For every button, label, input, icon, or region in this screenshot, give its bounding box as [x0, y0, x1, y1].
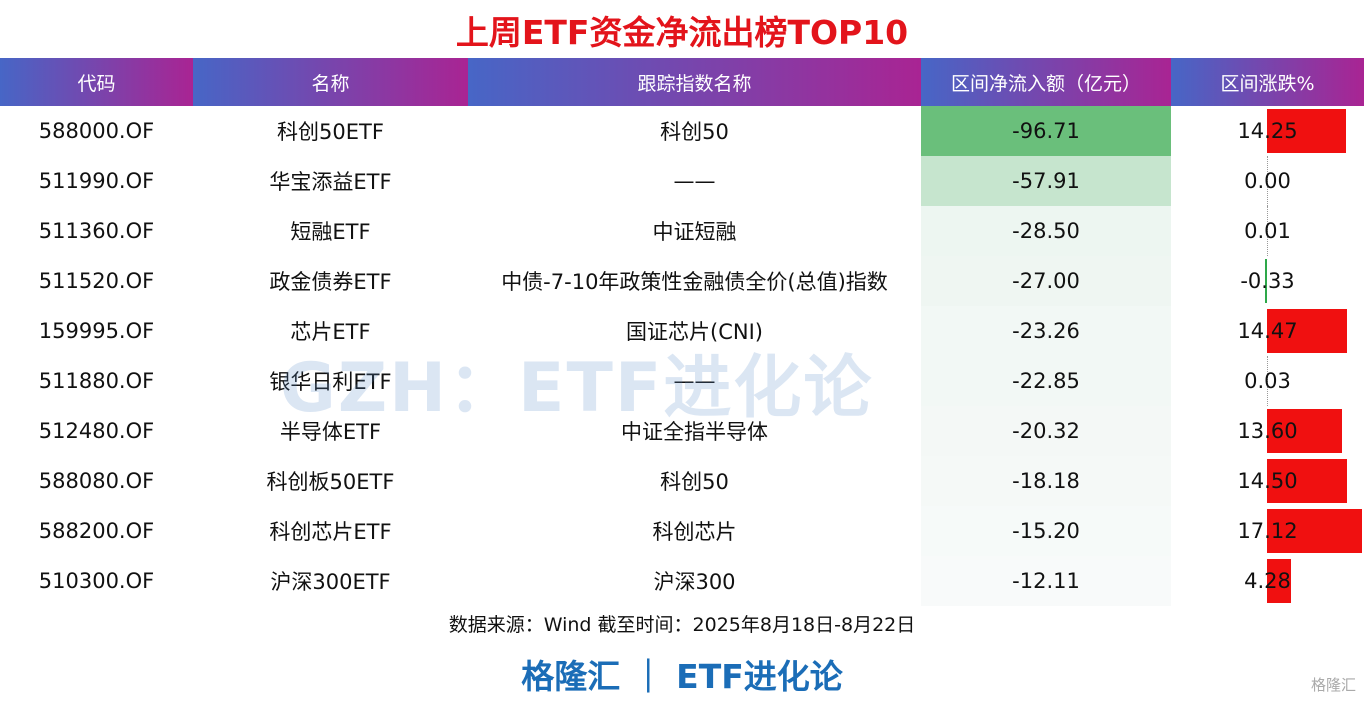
header-cell: 代码: [0, 58, 193, 106]
table-cell: 半导体ETF: [279, 420, 382, 444]
table-cell: -96.71: [1012, 119, 1080, 143]
table-cell: 政金债券ETF: [269, 270, 392, 294]
table-cell: 银华日利ETF: [269, 370, 392, 394]
table-cell: 510300.OF: [38, 569, 155, 593]
table-cell: 沪深300ETF: [270, 570, 391, 594]
table-cell: 511360.OF: [38, 219, 155, 243]
table-cell: ——: [673, 369, 716, 393]
table-cell: 14.25: [1237, 119, 1298, 143]
flow-shade: [921, 556, 1171, 606]
table-cell: 国证芯片(CNI): [626, 320, 763, 344]
table-cell: 588200.OF: [38, 519, 155, 543]
table-cell: 沪深300: [653, 570, 736, 594]
table-cell: 科创50ETF: [277, 120, 384, 144]
axis-line: [1267, 206, 1268, 256]
table-cell: -22.85: [1012, 369, 1080, 393]
flow-shade: [921, 506, 1171, 556]
table-cell: 13.60: [1237, 419, 1298, 443]
flow-shade: [921, 456, 1171, 506]
change-bar: [1267, 559, 1291, 603]
table-cell: 科创板50ETF: [266, 470, 395, 494]
table-cell: -20.32: [1012, 419, 1080, 443]
change-bar: [1267, 109, 1347, 153]
axis-line: [1267, 156, 1268, 206]
corner-logo: 格隆汇: [1310, 676, 1356, 694]
change-bar: [1267, 409, 1343, 453]
table-cell: 159995.OF: [38, 319, 155, 343]
table-cell: -0.33: [1240, 269, 1295, 293]
table-cell: 科创50: [660, 470, 729, 494]
change-bar: [1267, 509, 1363, 553]
title: 上周ETF资金净流出榜TOP10: [455, 13, 909, 52]
header-cell: 名称: [193, 58, 468, 106]
table-cell: 588000.OF: [38, 119, 155, 143]
change-bar: [1267, 459, 1348, 503]
header-cell: 区间净流入额（亿元）: [921, 58, 1171, 106]
change-bar: [1267, 309, 1348, 353]
table-cell: -27.00: [1012, 269, 1080, 293]
table-cell: -28.50: [1012, 219, 1080, 243]
table-cell: 588080.OF: [38, 469, 155, 493]
table-cell: 中债-7-10年政策性金融债全价(总值)指数: [501, 270, 888, 294]
table-cell: 14.50: [1237, 469, 1298, 493]
table-cell: 中证全指半导体: [621, 420, 768, 444]
flow-shade: [921, 106, 1171, 156]
footer: 格隆汇 ｜ ETF进化论: [521, 657, 843, 696]
table-cell: 科创芯片ETF: [269, 520, 392, 544]
header-cell: 跟踪指数名称: [468, 58, 921, 106]
flow-shade: [921, 256, 1171, 306]
table-cell: 短融ETF: [290, 220, 371, 244]
table-cell: 科创50: [660, 120, 729, 144]
table-cell: 0.01: [1244, 219, 1291, 243]
table-cell: 科创芯片: [652, 520, 737, 544]
source: 数据来源：Wind 截至时间：2025年8月18日-8月22日: [448, 614, 916, 636]
table-cell: 512480.OF: [38, 419, 155, 443]
flow-shade: [921, 356, 1171, 406]
table-cell: 14.47: [1237, 319, 1298, 343]
axis-line: [1267, 356, 1268, 406]
table-cell: -23.26: [1012, 319, 1080, 343]
table-cell: 17.12: [1237, 519, 1298, 543]
table-cell: 0.03: [1244, 369, 1291, 393]
table-cell: ——: [673, 169, 716, 193]
table-cell: -18.18: [1012, 469, 1080, 493]
table-cell: -57.91: [1012, 169, 1080, 193]
table-cell: 芯片ETF: [290, 320, 371, 344]
flow-shade: [921, 156, 1171, 206]
flow-shade: [921, 306, 1171, 356]
table-cell: 511880.OF: [38, 369, 155, 393]
table-cell: 华宝添益ETF: [269, 170, 392, 194]
table-cell: 511990.OF: [38, 169, 155, 193]
flow-shade: [921, 206, 1171, 256]
table-cell: 511520.OF: [38, 269, 155, 293]
table-cell: -12.11: [1012, 569, 1080, 593]
table-cell: 0.00: [1244, 169, 1291, 193]
table-cell: 4.28: [1244, 569, 1291, 593]
flow-shade: [921, 406, 1171, 456]
table-cell: 中证短融: [652, 220, 737, 244]
header-cell: 区间涨跌%: [1171, 58, 1364, 106]
change-bar: [1265, 259, 1267, 303]
table-cell: -15.20: [1012, 519, 1080, 543]
